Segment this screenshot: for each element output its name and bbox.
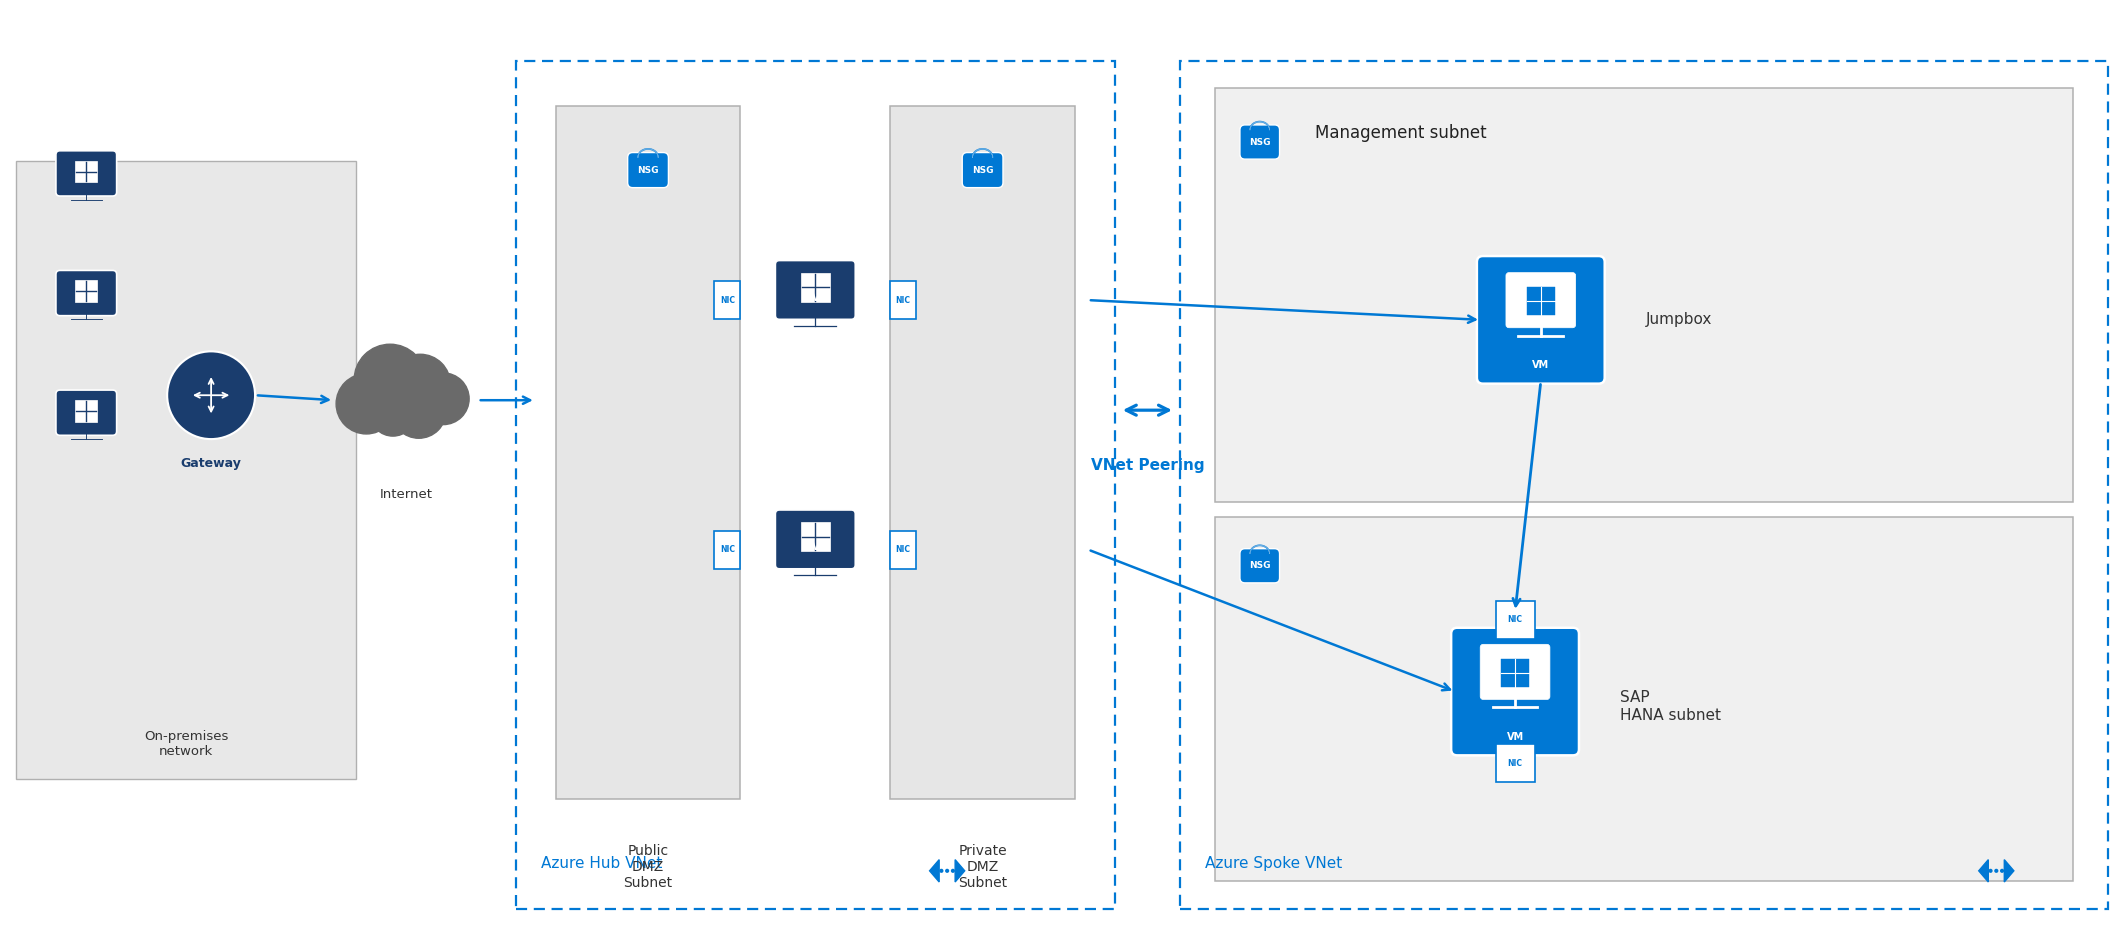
Circle shape bbox=[940, 869, 944, 873]
Text: VM: VM bbox=[1506, 732, 1523, 741]
Text: VNet Peering: VNet Peering bbox=[1091, 458, 1204, 473]
FancyBboxPatch shape bbox=[715, 530, 740, 569]
FancyBboxPatch shape bbox=[55, 390, 117, 435]
Text: NVA: NVA bbox=[804, 542, 827, 552]
Text: Public
DMZ
Subnet: Public DMZ Subnet bbox=[623, 844, 672, 890]
Text: NSG: NSG bbox=[972, 166, 993, 174]
FancyBboxPatch shape bbox=[74, 281, 98, 302]
FancyBboxPatch shape bbox=[891, 281, 917, 319]
FancyBboxPatch shape bbox=[802, 273, 830, 301]
Text: NIC: NIC bbox=[719, 296, 736, 304]
Text: Internet: Internet bbox=[379, 489, 432, 501]
Text: NIC: NIC bbox=[1508, 759, 1523, 768]
Text: NIC: NIC bbox=[1508, 615, 1523, 625]
Bar bbox=[555, 106, 740, 799]
Text: NSG: NSG bbox=[1249, 561, 1270, 570]
Circle shape bbox=[353, 344, 425, 416]
Polygon shape bbox=[1978, 860, 1989, 882]
Text: Jumpbox: Jumpbox bbox=[1646, 313, 1712, 328]
Circle shape bbox=[417, 373, 470, 425]
Circle shape bbox=[389, 354, 451, 414]
Polygon shape bbox=[929, 860, 940, 882]
FancyBboxPatch shape bbox=[1495, 601, 1534, 639]
Circle shape bbox=[1989, 869, 1993, 873]
Text: Private
DMZ
Subnet: Private DMZ Subnet bbox=[957, 844, 1008, 890]
FancyBboxPatch shape bbox=[74, 400, 98, 422]
FancyBboxPatch shape bbox=[1527, 287, 1555, 315]
FancyBboxPatch shape bbox=[1476, 256, 1604, 383]
Circle shape bbox=[168, 351, 255, 439]
FancyBboxPatch shape bbox=[1451, 627, 1578, 755]
FancyBboxPatch shape bbox=[74, 161, 98, 183]
Circle shape bbox=[951, 869, 955, 873]
Circle shape bbox=[336, 374, 396, 434]
Text: NIC: NIC bbox=[895, 545, 910, 554]
Bar bbox=[1180, 61, 2108, 909]
Circle shape bbox=[944, 869, 949, 873]
Circle shape bbox=[1995, 869, 1999, 873]
FancyBboxPatch shape bbox=[776, 261, 855, 319]
Text: Azure Spoke VNet: Azure Spoke VNet bbox=[1204, 856, 1342, 871]
Text: NSG: NSG bbox=[1249, 138, 1270, 147]
FancyBboxPatch shape bbox=[776, 510, 855, 569]
Text: NIC: NIC bbox=[895, 296, 910, 304]
FancyBboxPatch shape bbox=[1502, 659, 1529, 687]
Text: NSG: NSG bbox=[638, 166, 659, 174]
FancyBboxPatch shape bbox=[802, 523, 830, 551]
Text: On-premises
network: On-premises network bbox=[145, 730, 228, 758]
FancyBboxPatch shape bbox=[1495, 744, 1534, 782]
FancyBboxPatch shape bbox=[55, 151, 117, 196]
Text: Azure Hub VNet: Azure Hub VNet bbox=[540, 856, 661, 871]
Circle shape bbox=[370, 390, 417, 436]
Text: SAP
HANA subnet: SAP HANA subnet bbox=[1621, 690, 1721, 723]
Polygon shape bbox=[955, 860, 966, 882]
FancyBboxPatch shape bbox=[1240, 548, 1280, 583]
Text: Gateway: Gateway bbox=[181, 457, 242, 470]
Circle shape bbox=[391, 383, 447, 438]
Text: VM: VM bbox=[1531, 360, 1548, 370]
FancyBboxPatch shape bbox=[1480, 644, 1551, 700]
FancyBboxPatch shape bbox=[891, 530, 917, 569]
Bar bbox=[1215, 89, 2072, 502]
Circle shape bbox=[1999, 869, 2004, 873]
FancyBboxPatch shape bbox=[1506, 272, 1576, 328]
FancyBboxPatch shape bbox=[55, 270, 117, 316]
FancyBboxPatch shape bbox=[715, 281, 740, 319]
Text: NIC: NIC bbox=[719, 545, 736, 554]
Bar bbox=[515, 61, 1115, 909]
Bar bbox=[1215, 517, 2072, 881]
FancyBboxPatch shape bbox=[1240, 125, 1280, 159]
Text: NVA: NVA bbox=[804, 293, 827, 302]
FancyBboxPatch shape bbox=[627, 153, 668, 187]
FancyBboxPatch shape bbox=[961, 153, 1004, 187]
Text: Management subnet: Management subnet bbox=[1314, 124, 1487, 142]
Polygon shape bbox=[2004, 860, 2014, 882]
Bar bbox=[891, 106, 1074, 799]
Bar bbox=[17, 161, 355, 779]
